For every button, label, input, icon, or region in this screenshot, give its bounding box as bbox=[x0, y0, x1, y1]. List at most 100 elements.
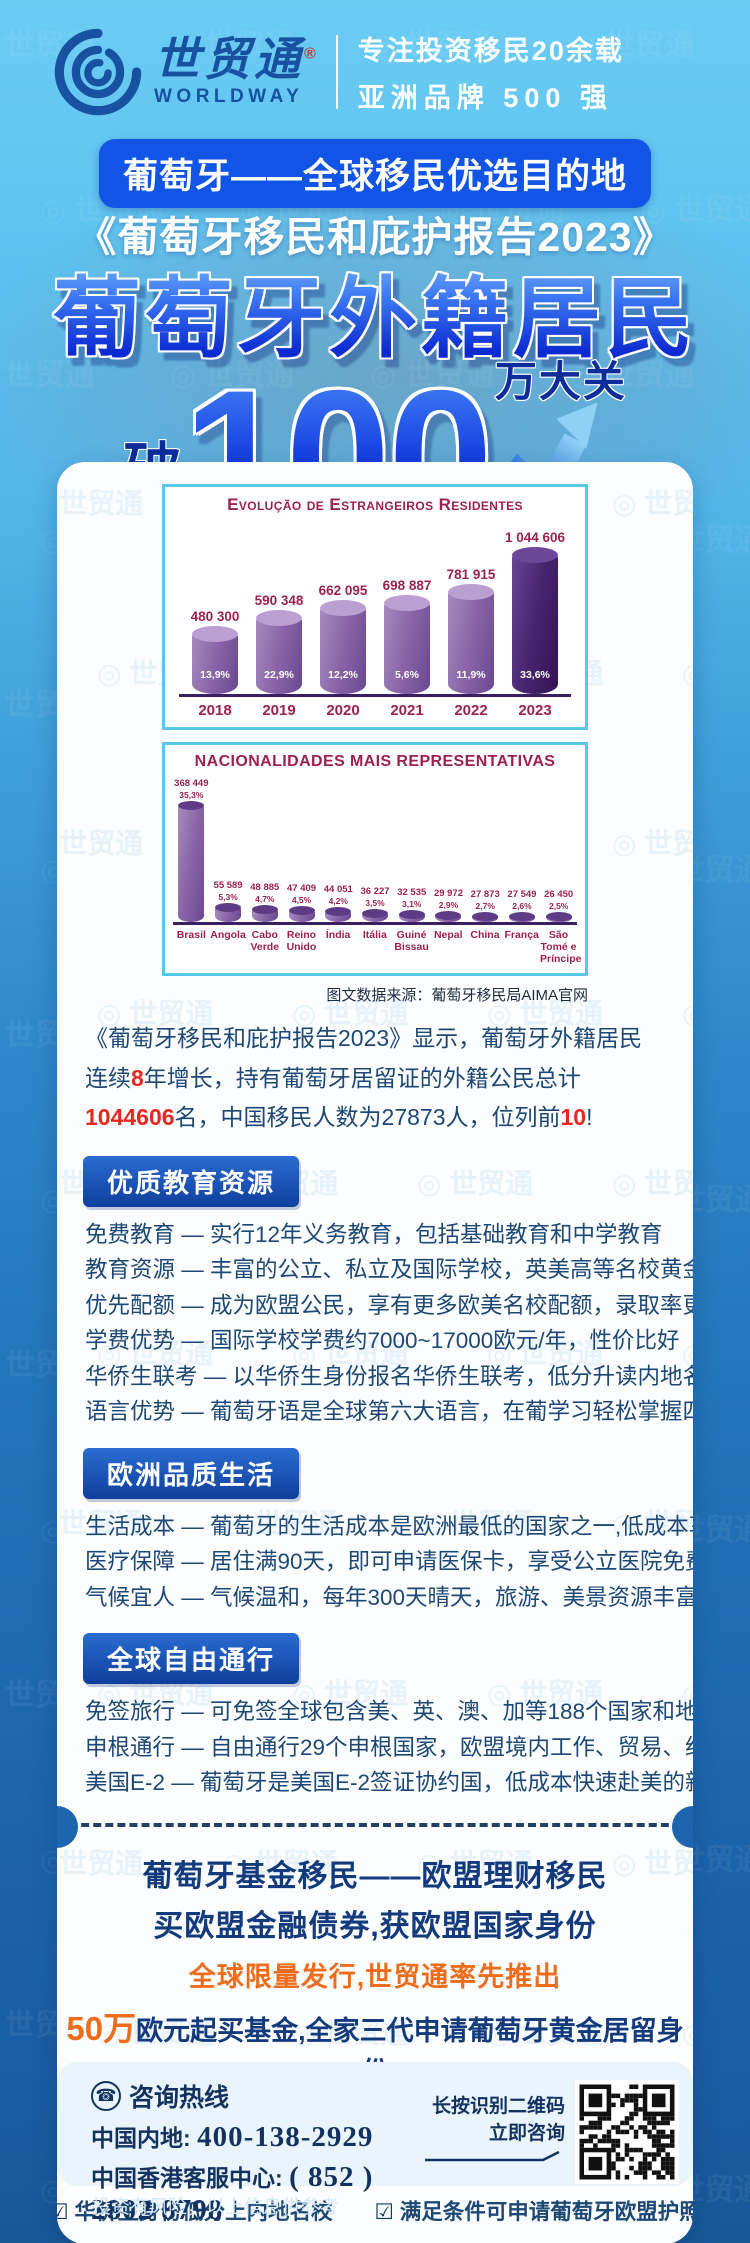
section-badge-1: 欧洲品质生活 bbox=[83, 1447, 300, 1499]
benefit-line: 生活成本 — 葡萄牙的生活成本是欧洲最低的国家之一,低成本享受高质生活 bbox=[85, 1513, 693, 1539]
bar-percent-label: 4,7% bbox=[255, 894, 275, 904]
check-item: ☑ 满足条件可申请葡萄牙欧盟护照 bbox=[375, 2195, 694, 2226]
hotline-header: ☎ 咨询热线 bbox=[91, 2078, 425, 2114]
x-axis-label: Cabo Verde bbox=[250, 929, 280, 954]
qr-hint-underline bbox=[425, 2151, 560, 2162]
check-item: ☑ 华侨生身份低分上内地名校 bbox=[57, 2195, 333, 2226]
bar-column: 27 873 2,7% bbox=[467, 889, 504, 922]
x-axis-label: 2018 bbox=[198, 702, 232, 719]
summary-text: 名，中国移民人数为27873人，位列前 bbox=[174, 1104, 561, 1131]
registered-mark: ® bbox=[304, 45, 320, 63]
x-axis-label: Guiné Bissau bbox=[394, 929, 429, 954]
bar-percent-label: 5,6% bbox=[395, 669, 419, 681]
bar: 13,9% bbox=[192, 626, 238, 694]
bar bbox=[178, 801, 205, 922]
bar-column: 781 915 11,9% bbox=[439, 567, 503, 694]
chart2-x-labels: Brasil Angola Cabo Verde Reino Unido Índia It… bbox=[173, 929, 582, 966]
worldway-logo-icon bbox=[54, 28, 142, 116]
bar-percent-label: 3,1% bbox=[402, 899, 422, 909]
header-divider bbox=[335, 35, 338, 109]
bar bbox=[251, 905, 278, 922]
benefit-line: 学费优势 — 国际学校学费约7000~17000欧元/年，性价比好 bbox=[85, 1328, 680, 1354]
bar-value-label: 26 450 bbox=[544, 889, 574, 900]
summary-emphasis: 8 bbox=[131, 1064, 144, 1091]
check-label: 华侨生身份低分上内地名校 bbox=[74, 2199, 333, 2224]
chart2-title: NACIONALIDADES MAIS REPRESENTATIVAS bbox=[194, 753, 556, 770]
hk-phone-row[interactable]: 中国香港客服中心: ( 852 ) 2802 8798 bbox=[91, 2159, 425, 2227]
bar bbox=[362, 909, 388, 922]
benefit-line: 华侨生联考 — 以华侨生身份报名华侨生联考，低分升读内地名校 bbox=[85, 1363, 693, 1389]
brand-block: 世贸通® WORLDWAY bbox=[154, 36, 320, 108]
bar-value-label: 48 885 bbox=[250, 882, 280, 893]
bar-value-label: 698 887 bbox=[382, 578, 432, 593]
brand-name-en: WORLDWAY bbox=[154, 86, 304, 107]
bar-value-label: 480 300 bbox=[190, 609, 240, 624]
bar-percent-label: 35,3% bbox=[179, 790, 204, 800]
bar-column: 590 348 22,9% bbox=[247, 593, 311, 694]
bar-percent-label: 2,5% bbox=[548, 901, 569, 911]
x-axis-label: 2020 bbox=[326, 702, 360, 719]
bar-percent-label: 5,3% bbox=[218, 892, 238, 902]
qr-code[interactable] bbox=[575, 2080, 679, 2184]
bar-column: 662 095 12,2% bbox=[311, 583, 375, 694]
x-axis-label: Itália bbox=[362, 929, 387, 941]
bar-value-label: 662 095 bbox=[318, 583, 368, 598]
qr-hint-line2: 立即咨询 bbox=[488, 2122, 565, 2144]
hotline-title: 咨询热线 bbox=[129, 2084, 230, 2112]
bar bbox=[288, 906, 315, 922]
header: 世贸通® WORLDWAY 专注投资移民20余载 亚洲品牌 500 强 bbox=[52, 26, 720, 118]
section-lines: 免签旅行 — 可免签全球包含美、英、澳、加等188个国家和地区 申根通行 — 自由… bbox=[85, 1694, 693, 1801]
section-badge-0: 优质教育资源 bbox=[83, 1155, 300, 1207]
benefit-line: 语言优势 — 葡萄牙语是全球第六大语言，在葡学习轻松掌握四门语言 bbox=[85, 1399, 693, 1425]
bar-percent-label: 12,2% bbox=[328, 669, 358, 681]
checkbox-icon: ☑ bbox=[57, 2199, 69, 2224]
x-axis-label: 2019 bbox=[262, 702, 296, 719]
section-lines: 免费教育 — 实行12年义务教育，包括基础教育和中学教育 教育资源 — 丰富的公立… bbox=[85, 1217, 693, 1430]
bar-percent-label: 22,9% bbox=[264, 669, 294, 681]
bar bbox=[508, 912, 535, 922]
bar-value-label: 47 409 bbox=[287, 883, 317, 894]
qr-hint-line1: 长按识别二维码 bbox=[431, 2096, 565, 2117]
bar-percent-label: 2,6% bbox=[512, 901, 532, 911]
cn-phone-row[interactable]: 中国内地: 400-138-2929 bbox=[91, 2119, 425, 2154]
chart2-plot: 368 449 35,3% 55 589 5,3% 48 885 4,7% 47 409 4,… bbox=[173, 775, 577, 925]
bar-value-label: 368 449 bbox=[174, 778, 209, 789]
bar-column: 480 300 13,9% bbox=[183, 609, 247, 694]
x-axis-label: 2021 bbox=[390, 702, 424, 719]
bar: 11,9% bbox=[448, 584, 494, 694]
bar: 5,6% bbox=[384, 595, 430, 694]
chart1-plot: 480 300 13,9% 590 348 22,9% 662 095 12,2% 698 … bbox=[179, 521, 571, 697]
bar bbox=[435, 911, 462, 922]
brand-tagline: 专注投资移民20余载 亚洲品牌 500 强 bbox=[358, 29, 624, 115]
x-axis-label: São Tomé e Príncipe bbox=[540, 929, 582, 966]
bar-value-label: 27 549 bbox=[507, 889, 537, 900]
hero-banner: 葡萄牙——全球移民优选目的地 bbox=[98, 139, 652, 208]
x-axis-label: Nepal bbox=[433, 929, 463, 941]
bar-value-label: 27 873 bbox=[470, 889, 500, 900]
bar-value-label: 32 535 bbox=[397, 887, 427, 898]
bar-column: 26 450 2,5% bbox=[540, 889, 577, 922]
bar-column: 44 051 4,2% bbox=[320, 884, 357, 922]
summary-emphasis: 10 bbox=[560, 1104, 587, 1131]
benefit-line: 申根通行 — 自由通行29个申根国家，欧盟境内工作、贸易、经商无障碍 bbox=[85, 1734, 693, 1760]
checkbox-icon: ☑ bbox=[374, 2199, 394, 2224]
bar-value-label: 36 227 bbox=[360, 886, 390, 897]
coupon-notch-right bbox=[672, 1805, 693, 1848]
bar-column: 29 972 2,9% bbox=[430, 888, 467, 922]
tagline-line1: 专注投资移民20余载 bbox=[357, 36, 624, 66]
x-axis-label: Índia bbox=[325, 929, 351, 941]
content-card: ◎ 世贸通◎ 世贸通◎ 世贸通◎ 世贸通◎ 世贸通◎ 世贸通◎ 世贸通◎ 世贸通… bbox=[57, 462, 693, 2243]
bar: 12,2% bbox=[320, 600, 366, 694]
bar-percent-label: 11,9% bbox=[456, 669, 486, 681]
summary-emphasis: 1044606 bbox=[85, 1104, 175, 1131]
bar bbox=[215, 903, 242, 922]
bar-column: 36 227 3,5% bbox=[357, 886, 394, 922]
check-label: 满足条件可申请葡萄牙欧盟护照 bbox=[399, 2199, 693, 2224]
bar: 33,6% bbox=[512, 547, 558, 694]
bar bbox=[472, 912, 499, 922]
promo-subline: 买欧盟金融债券,获欧盟国家身份 bbox=[153, 1909, 597, 1943]
hk-phone-number[interactable]: ( 852 ) 2802 8798 bbox=[91, 2161, 374, 2226]
bar-column: 55 589 5,3% bbox=[210, 880, 247, 922]
cn-phone-number[interactable]: 400-138-2929 bbox=[197, 2121, 374, 2153]
